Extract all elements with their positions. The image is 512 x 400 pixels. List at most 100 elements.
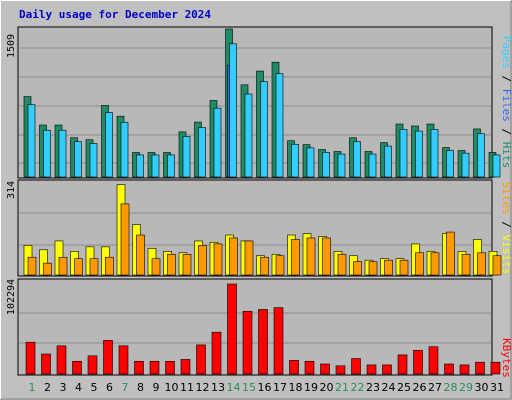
pages-bar bbox=[306, 147, 315, 178]
kbytes-bar bbox=[196, 344, 206, 375]
day-label: 22 bbox=[351, 381, 365, 394]
visits-legend: Sites / Visits bbox=[500, 182, 512, 275]
day-label: 12 bbox=[196, 381, 210, 394]
day-label: 2 bbox=[44, 381, 51, 394]
pages-bar bbox=[384, 145, 392, 178]
pages-bar bbox=[461, 152, 470, 178]
sites-bar bbox=[260, 256, 269, 276]
sites-bar bbox=[322, 237, 331, 276]
legend-part: Sites bbox=[500, 182, 512, 215]
bars bbox=[23, 28, 502, 375]
sites-bar bbox=[89, 258, 99, 276]
pages-bar bbox=[27, 104, 36, 178]
pages-bar bbox=[74, 141, 82, 178]
day-label: 11 bbox=[180, 381, 194, 394]
kbytes-bar bbox=[227, 283, 237, 375]
day-label: 19 bbox=[304, 381, 318, 394]
pages-bar bbox=[337, 153, 346, 178]
day-label: 4 bbox=[75, 381, 82, 394]
day-label: 31 bbox=[490, 381, 504, 394]
pages-bar bbox=[151, 154, 160, 178]
day-label: 1 bbox=[29, 381, 36, 394]
day-label: 29 bbox=[459, 381, 473, 394]
pages-bar bbox=[415, 130, 423, 178]
kbytes-bar bbox=[459, 364, 470, 375]
legend-part: / bbox=[500, 69, 512, 89]
kbytes-bar bbox=[428, 346, 439, 375]
sites-bar bbox=[415, 252, 424, 276]
pages-bar bbox=[229, 43, 237, 178]
kbytes-bar bbox=[273, 307, 284, 375]
day-label: 17 bbox=[273, 381, 287, 394]
kbytes-bar bbox=[366, 364, 377, 375]
kbytes-bar bbox=[335, 365, 346, 375]
kbytes-bar bbox=[242, 310, 253, 375]
kbytes-bar bbox=[118, 345, 129, 375]
visits-ymax-label: 314 bbox=[6, 181, 17, 199]
kbytes-bar bbox=[149, 360, 160, 375]
chart-title: Daily usage for December 2024 bbox=[19, 8, 211, 21]
kbytes-bar bbox=[56, 345, 67, 375]
sites-bar bbox=[430, 252, 440, 276]
kbytes-ymax-label: 102294 bbox=[6, 279, 17, 315]
pages-bar bbox=[260, 81, 268, 178]
sites-bar bbox=[306, 237, 316, 276]
pages-bar bbox=[446, 150, 454, 178]
pages-bar bbox=[244, 93, 253, 178]
sites-bar bbox=[384, 259, 393, 276]
pages-bar bbox=[322, 151, 330, 178]
pages-bar bbox=[167, 154, 175, 178]
legend-part: / bbox=[500, 122, 512, 142]
sites-bar bbox=[477, 252, 486, 276]
day-label: 14 bbox=[227, 381, 241, 394]
sites-bar bbox=[446, 231, 455, 276]
pages-bar bbox=[105, 112, 113, 178]
sites-bar bbox=[291, 239, 300, 276]
kbytes-bar bbox=[41, 353, 51, 375]
sites-bar bbox=[213, 243, 223, 276]
day-label: 25 bbox=[397, 381, 411, 394]
sites-bar bbox=[151, 258, 161, 276]
hits-legend: Pages / Files / Hits bbox=[500, 36, 512, 169]
kbytes-bar bbox=[289, 360, 299, 375]
kbytes-bar bbox=[475, 361, 485, 375]
kbytes-bar bbox=[103, 340, 113, 375]
sites-bar bbox=[74, 258, 83, 276]
day-label: 24 bbox=[382, 381, 396, 394]
sites-bar bbox=[399, 259, 409, 276]
sites-bar bbox=[492, 255, 502, 276]
legend-part: Pages bbox=[500, 36, 512, 69]
sites-bar bbox=[58, 256, 68, 276]
kbytes-bar bbox=[165, 360, 175, 375]
sites-bar bbox=[229, 237, 238, 276]
kbytes-bar bbox=[304, 360, 315, 375]
pages-bar bbox=[136, 154, 144, 178]
sites-bar bbox=[167, 253, 176, 276]
day-label: 7 bbox=[122, 381, 129, 394]
pages-bar bbox=[89, 143, 98, 178]
pages-bar bbox=[58, 129, 67, 178]
day-label: 6 bbox=[106, 381, 113, 394]
kbytes-bar bbox=[72, 360, 82, 375]
day-label: 23 bbox=[366, 381, 380, 394]
sites-bar bbox=[43, 262, 52, 276]
legend-part: / bbox=[500, 215, 512, 235]
legend-part: Visits bbox=[500, 235, 512, 275]
sites-bar bbox=[244, 240, 254, 276]
kbytes-bar bbox=[397, 354, 408, 375]
kbytes-bar bbox=[351, 358, 361, 375]
sites-bar bbox=[461, 253, 471, 276]
day-label: 27 bbox=[428, 381, 442, 394]
kbytes-bar bbox=[382, 364, 392, 375]
pages-bar bbox=[291, 144, 299, 178]
day-label: 16 bbox=[258, 381, 272, 394]
pages-bar bbox=[368, 153, 377, 178]
day-label: 18 bbox=[289, 381, 303, 394]
day-label: 20 bbox=[320, 381, 334, 394]
day-label: 30 bbox=[475, 381, 489, 394]
kbytes-bar bbox=[134, 360, 144, 375]
sites-bar bbox=[182, 253, 192, 276]
kbytes-bar bbox=[87, 355, 98, 375]
legend-part: Files bbox=[500, 89, 512, 122]
